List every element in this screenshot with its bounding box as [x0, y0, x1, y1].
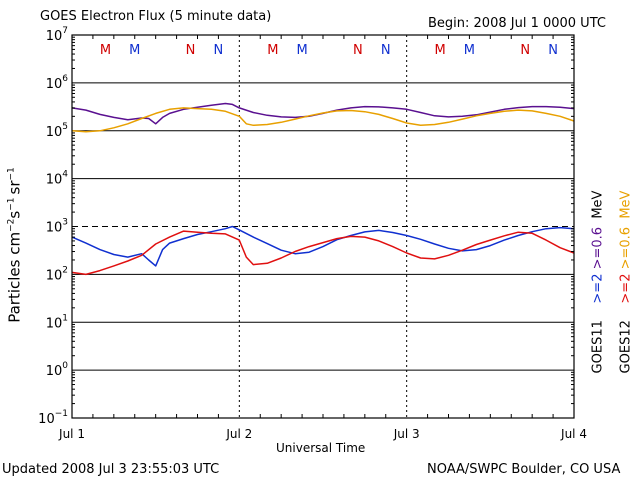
legend-goes11-unit: MeV [590, 190, 606, 219]
marker-n: N [381, 43, 391, 58]
marker-n: N [520, 43, 530, 58]
legend-goes11-label: GOES11 [590, 320, 606, 374]
source-credit: NOAA/SWPC Boulder, CO USA [427, 462, 621, 477]
legend-goes11-ge06: >=0.6 [590, 226, 606, 270]
legend-goes12-unit: MeV [618, 190, 634, 219]
plot-frame [71, 34, 575, 419]
gridlines [72, 82, 574, 371]
y-tick-label: 10−1 [38, 409, 68, 427]
marker-n: N [353, 43, 363, 58]
x-tick-label: Jul 1 [58, 427, 85, 441]
legend-goes12-label: GOES12 [618, 320, 634, 374]
marker-n: N [186, 43, 196, 58]
legend-goes11: GOES11 >=2 >=0.6 MeV [590, 190, 606, 374]
y-tick-label: 105 [46, 122, 68, 140]
marker-m: M [296, 43, 307, 58]
series-line-goes12-2-mev [71, 230, 575, 276]
y-tick-label: 106 [46, 74, 69, 92]
marker-m: M [129, 43, 140, 58]
series-line-goes11-2-mev [71, 225, 575, 267]
y-tick-label: 107 [46, 26, 68, 44]
y-tick-label: 102 [46, 265, 68, 283]
legend-goes12-ge2: >=2 [618, 273, 634, 304]
chart-title: GOES Electron Flux (5 minute data) [40, 9, 272, 24]
marker-m: M [464, 43, 475, 58]
legend-goes11-ge2: >=2 [590, 273, 606, 304]
marker-n: N [214, 43, 224, 58]
y-tick-label: 104 [46, 170, 69, 188]
y-tick-label: 103 [46, 218, 68, 236]
marker-m: M [267, 43, 278, 58]
legend-goes12: GOES12 >=2 >=0.6 MeV [618, 190, 634, 374]
x-axis-label: Universal Time [276, 441, 366, 455]
series-lines [71, 102, 575, 276]
y-tick-label: 100 [46, 361, 69, 379]
updated-timestamp: Updated 2008 Jul 3 23:55:03 UTC [2, 462, 220, 477]
y-tick-label: 101 [46, 313, 68, 331]
begin-time: Begin: 2008 Jul 1 0000 UTC [428, 16, 606, 31]
x-tick-label: Jul 2 [225, 427, 252, 441]
marker-m: M [100, 43, 111, 58]
marker-m: M [435, 43, 446, 58]
marker-n: N [548, 43, 558, 58]
series-line-goes12-0-6-mev [71, 107, 575, 133]
x-tick-label: Jul 3 [393, 427, 420, 441]
x-tick-label: Jul 4 [560, 427, 587, 441]
y-axis-label: Particles cm−2s−1 sr−1 [5, 167, 24, 323]
legend-goes12-ge06: >=0.6 [618, 226, 634, 270]
